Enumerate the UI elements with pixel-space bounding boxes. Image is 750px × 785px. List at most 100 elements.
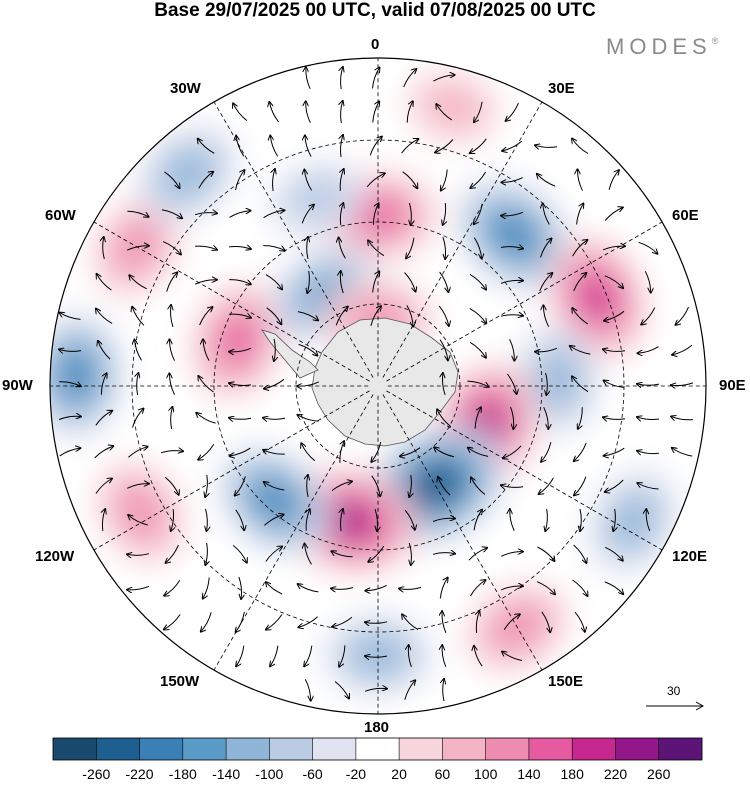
colorbar-tick-label: 100 <box>474 766 498 782</box>
anomaly-contour <box>498 219 530 251</box>
wind-vector <box>543 204 550 225</box>
lon-label-120w: 120W <box>35 548 75 565</box>
wind-vector <box>100 373 106 395</box>
wind-vector <box>537 174 556 187</box>
wind-vector <box>474 407 481 429</box>
wind-vector <box>573 273 587 292</box>
wind-vector <box>404 509 415 530</box>
wind-vector <box>229 383 252 385</box>
wind-vector <box>503 614 520 630</box>
wind-vector <box>102 509 105 531</box>
wind-vector <box>340 203 343 225</box>
wind-vector <box>372 203 378 225</box>
wind-vector <box>637 384 660 385</box>
colorbar-tick-label: -60 <box>302 766 322 782</box>
wind-vector <box>126 246 149 251</box>
wind-vector <box>540 239 552 258</box>
wind-vector <box>263 245 284 251</box>
wind-vector <box>199 307 213 326</box>
lon-label-150w: 150W <box>160 673 200 690</box>
wind-vector <box>470 580 486 597</box>
wind-vector <box>506 102 519 121</box>
wind-vector <box>340 441 344 463</box>
wind-vector <box>137 373 139 396</box>
map-border <box>49 57 707 715</box>
wind-vector <box>198 444 215 459</box>
wind-vector <box>602 246 625 251</box>
wind-vector <box>269 102 279 123</box>
wind-vector <box>274 338 275 361</box>
wind-vector <box>306 101 311 123</box>
wind-vector <box>331 588 354 590</box>
colorbar-tick-label: 60 <box>435 766 451 782</box>
wind-vector <box>366 173 385 188</box>
wind-vector <box>671 383 694 386</box>
anomaly-contour <box>288 176 347 222</box>
wind-vector <box>434 447 455 458</box>
wind-vector <box>60 313 81 320</box>
wind-vector <box>232 545 247 562</box>
wind-vector <box>572 240 588 257</box>
wind-vector <box>507 373 516 394</box>
wind-vector <box>470 171 487 188</box>
vector-reference-label: 30 <box>667 684 681 698</box>
wind-vector <box>402 614 419 631</box>
wind-vector <box>305 135 312 157</box>
wind-vector <box>537 546 555 561</box>
wind-vector <box>646 509 651 532</box>
wind-vector <box>442 611 447 634</box>
wind-vector <box>264 378 285 388</box>
wind-vector <box>235 170 245 191</box>
wind-vector <box>578 407 583 429</box>
wind-vector <box>307 475 308 498</box>
wind-vector <box>438 305 449 326</box>
wind-vector <box>501 177 523 183</box>
colorbar-tick-label: 220 <box>604 766 628 782</box>
wind-vector <box>604 275 623 288</box>
wind-vector <box>399 587 422 589</box>
wind-vector <box>265 274 282 290</box>
wind-vector <box>432 518 455 522</box>
wind-vector <box>369 137 382 156</box>
wind-vector <box>96 309 113 324</box>
wind-vector <box>580 508 581 531</box>
wind-vector <box>370 306 381 326</box>
wind-vector <box>239 576 242 599</box>
wind-vector <box>195 246 217 250</box>
wind-vector <box>364 688 387 692</box>
anomaly-contour <box>121 490 160 535</box>
wind-vector <box>95 479 112 494</box>
wind-vector <box>331 551 353 558</box>
wind-vector <box>235 476 246 495</box>
colorbar-tick-label: 140 <box>517 766 541 782</box>
anomaly-field <box>50 71 677 696</box>
wind-vector <box>331 481 352 491</box>
wind-vector <box>443 236 446 259</box>
wind-vector <box>572 308 588 325</box>
wind-vector <box>439 578 447 599</box>
wind-vector <box>304 679 310 700</box>
wind-vector <box>432 553 455 555</box>
wind-vector <box>510 509 515 532</box>
wind-vector <box>471 478 486 495</box>
wind-vector <box>306 509 310 531</box>
wind-vector <box>574 442 587 461</box>
wind-vector <box>264 482 285 491</box>
wind-vector <box>543 305 550 327</box>
wind-vector <box>103 237 105 260</box>
wind-vector <box>266 614 283 629</box>
wind-vectors <box>59 67 694 701</box>
wind-vector <box>307 270 309 293</box>
wind-vector <box>128 447 147 458</box>
wind-vector <box>340 271 344 294</box>
wind-vector <box>438 477 451 496</box>
wind-vector <box>372 68 380 89</box>
lon-label-90e: 90E <box>719 377 746 394</box>
colorbar-swatch <box>658 738 703 760</box>
wind-vector <box>474 203 483 224</box>
wind-vector <box>473 237 481 259</box>
wind-vector <box>409 202 411 225</box>
wind-vector <box>203 339 210 361</box>
wind-vector <box>406 237 415 259</box>
wind-vector <box>229 314 251 318</box>
